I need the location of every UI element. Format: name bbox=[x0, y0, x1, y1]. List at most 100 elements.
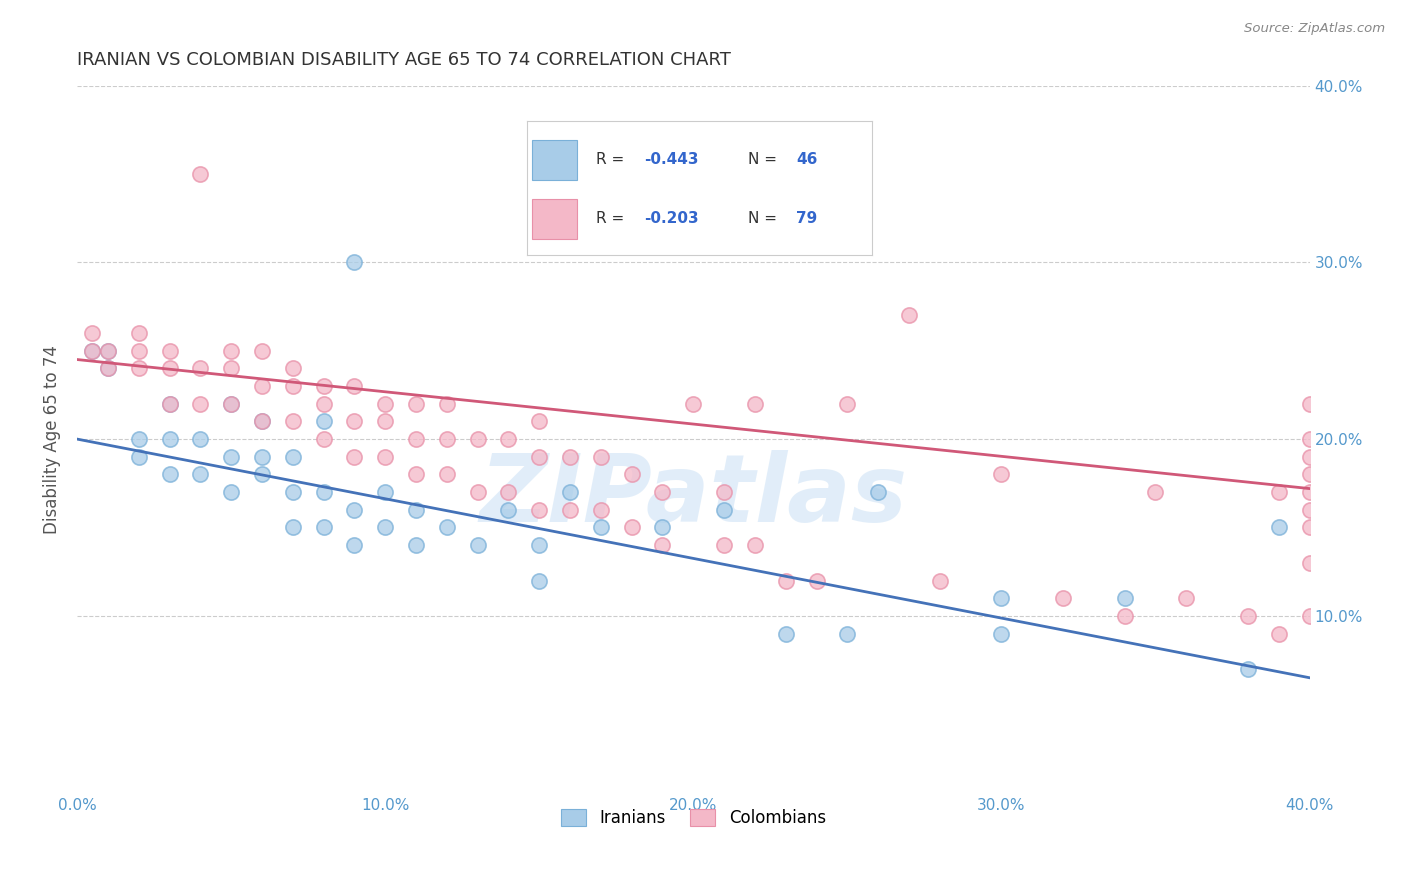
Point bbox=[713, 503, 735, 517]
Point bbox=[159, 397, 181, 411]
Point bbox=[990, 626, 1012, 640]
Point bbox=[188, 167, 211, 181]
Point bbox=[312, 414, 335, 428]
Text: Source: ZipAtlas.com: Source: ZipAtlas.com bbox=[1244, 22, 1385, 36]
Point bbox=[405, 503, 427, 517]
Point bbox=[343, 379, 366, 393]
Point bbox=[250, 343, 273, 358]
Point bbox=[1237, 662, 1260, 676]
Point bbox=[1298, 397, 1320, 411]
Point bbox=[250, 467, 273, 482]
Point bbox=[498, 432, 520, 446]
Point bbox=[651, 485, 673, 500]
Point bbox=[374, 414, 396, 428]
Point bbox=[219, 397, 242, 411]
Point bbox=[343, 414, 366, 428]
Point bbox=[188, 361, 211, 376]
Point bbox=[990, 467, 1012, 482]
Point bbox=[1298, 432, 1320, 446]
Point bbox=[82, 343, 104, 358]
Point bbox=[589, 503, 612, 517]
Point bbox=[1114, 608, 1136, 623]
Point bbox=[467, 485, 489, 500]
Point bbox=[281, 361, 304, 376]
Point bbox=[529, 450, 551, 464]
Point bbox=[343, 503, 366, 517]
Point bbox=[159, 432, 181, 446]
Legend: Iranians, Colombians: Iranians, Colombians bbox=[554, 802, 832, 834]
Text: IRANIAN VS COLOMBIAN DISABILITY AGE 65 TO 74 CORRELATION CHART: IRANIAN VS COLOMBIAN DISABILITY AGE 65 T… bbox=[77, 51, 731, 69]
Point bbox=[312, 485, 335, 500]
Point bbox=[529, 538, 551, 552]
Point bbox=[1298, 450, 1320, 464]
Point bbox=[188, 467, 211, 482]
Point bbox=[405, 432, 427, 446]
Point bbox=[97, 361, 120, 376]
Point bbox=[312, 432, 335, 446]
Point bbox=[1144, 485, 1167, 500]
Point bbox=[589, 520, 612, 534]
Point bbox=[713, 538, 735, 552]
Point bbox=[898, 309, 921, 323]
Point bbox=[188, 432, 211, 446]
Point bbox=[219, 397, 242, 411]
Point bbox=[1267, 626, 1289, 640]
Point bbox=[1114, 591, 1136, 606]
Point bbox=[281, 414, 304, 428]
Point bbox=[405, 397, 427, 411]
Point bbox=[281, 485, 304, 500]
Point bbox=[219, 450, 242, 464]
Point bbox=[498, 503, 520, 517]
Y-axis label: Disability Age 65 to 74: Disability Age 65 to 74 bbox=[44, 344, 60, 533]
Point bbox=[250, 450, 273, 464]
Point bbox=[312, 397, 335, 411]
Point bbox=[343, 450, 366, 464]
Point bbox=[436, 432, 458, 446]
Point bbox=[281, 450, 304, 464]
Point bbox=[558, 503, 581, 517]
Point bbox=[82, 326, 104, 340]
Point bbox=[405, 538, 427, 552]
Point bbox=[1267, 485, 1289, 500]
Point bbox=[128, 343, 150, 358]
Point bbox=[529, 414, 551, 428]
Point bbox=[128, 326, 150, 340]
Point bbox=[374, 520, 396, 534]
Point bbox=[1175, 591, 1198, 606]
Point bbox=[219, 361, 242, 376]
Point bbox=[250, 414, 273, 428]
Point bbox=[436, 520, 458, 534]
Point bbox=[558, 450, 581, 464]
Point bbox=[1267, 520, 1289, 534]
Point bbox=[620, 467, 643, 482]
Point bbox=[159, 467, 181, 482]
Point bbox=[529, 574, 551, 588]
Point bbox=[97, 343, 120, 358]
Point bbox=[281, 520, 304, 534]
Text: ZIPatlas: ZIPatlas bbox=[479, 450, 907, 541]
Point bbox=[159, 343, 181, 358]
Point bbox=[713, 485, 735, 500]
Point bbox=[219, 485, 242, 500]
Point bbox=[558, 485, 581, 500]
Point bbox=[1298, 503, 1320, 517]
Point bbox=[775, 574, 797, 588]
Point bbox=[159, 397, 181, 411]
Point bbox=[436, 397, 458, 411]
Point bbox=[281, 379, 304, 393]
Point bbox=[188, 397, 211, 411]
Point bbox=[219, 343, 242, 358]
Point bbox=[744, 397, 766, 411]
Point bbox=[374, 397, 396, 411]
Point bbox=[128, 361, 150, 376]
Point bbox=[1298, 608, 1320, 623]
Point bbox=[1298, 520, 1320, 534]
Point bbox=[529, 503, 551, 517]
Point bbox=[744, 538, 766, 552]
Point bbox=[159, 361, 181, 376]
Point bbox=[837, 626, 859, 640]
Point bbox=[312, 520, 335, 534]
Point bbox=[405, 467, 427, 482]
Point bbox=[128, 432, 150, 446]
Point bbox=[467, 538, 489, 552]
